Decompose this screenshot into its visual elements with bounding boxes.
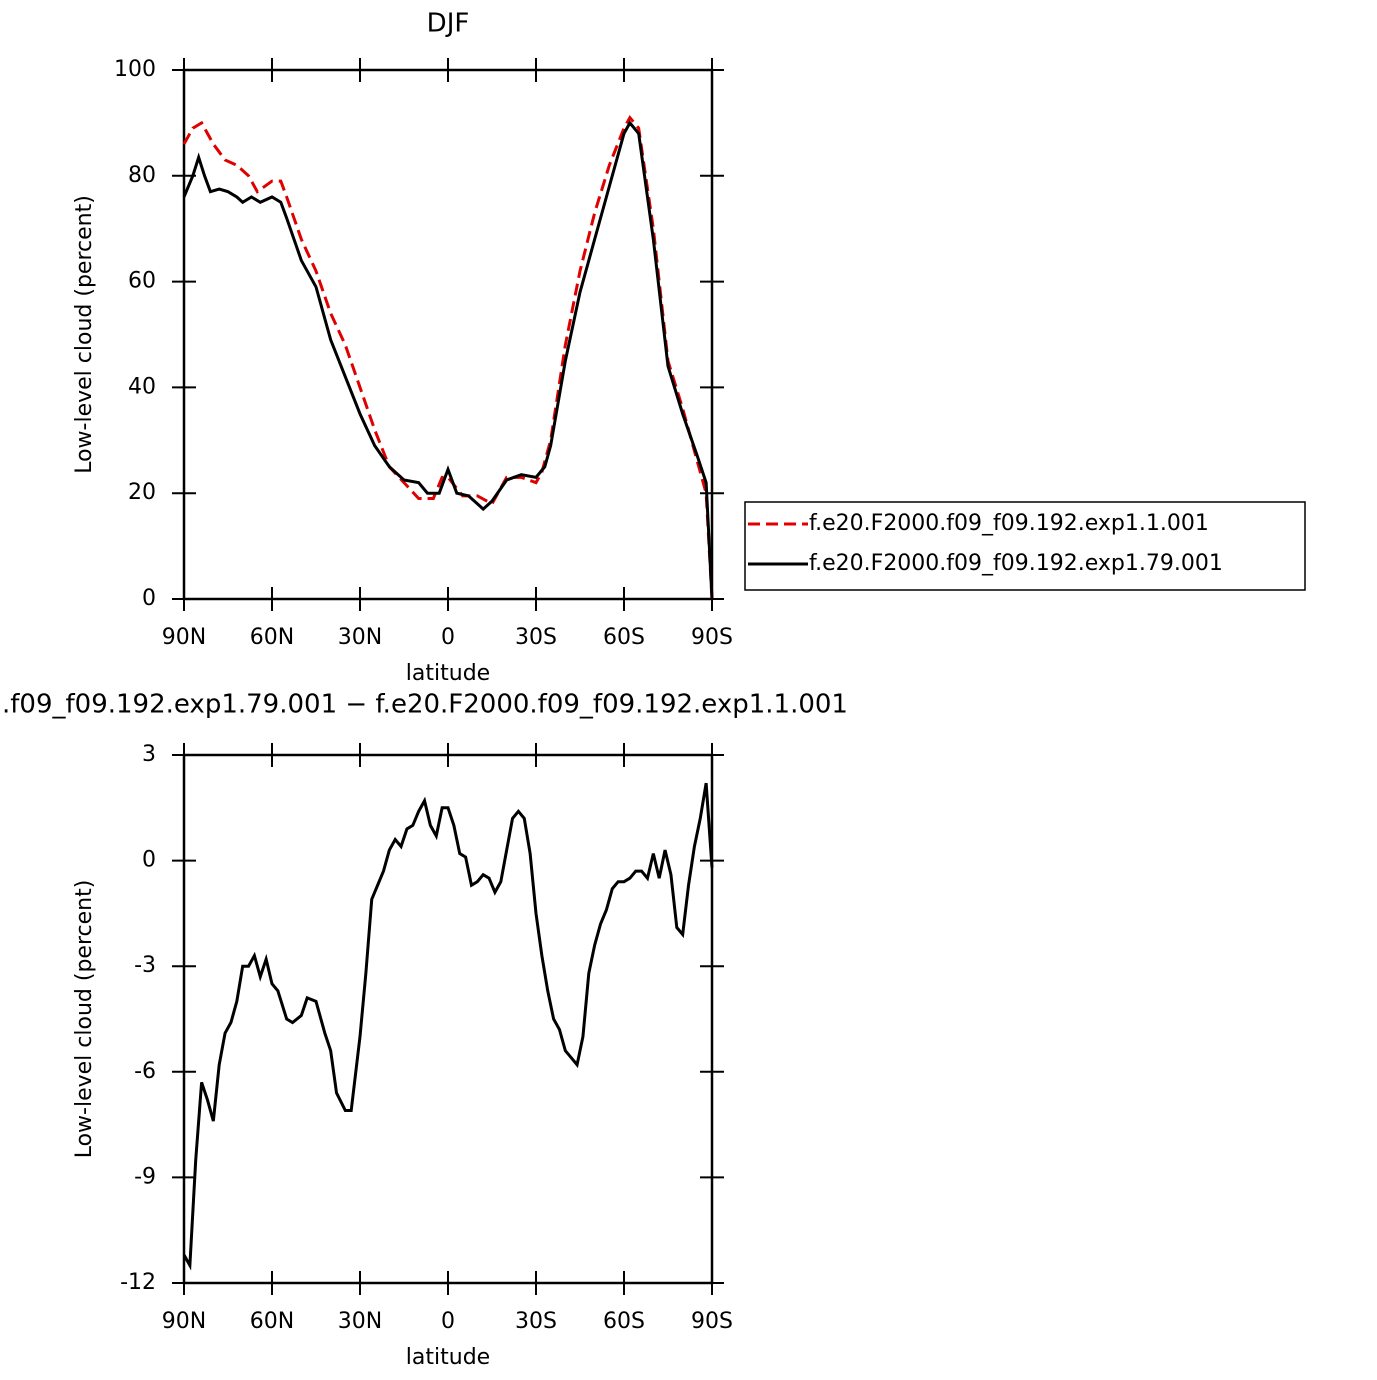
x-tick-label: 60N [250,1309,294,1334]
y-tick-label: -3 [134,953,156,978]
y-tick-label: 100 [114,57,156,82]
plot-frame [182,68,714,601]
data-line [182,120,714,600]
y-tick-label: -12 [120,1270,156,1295]
y-tick-label: -6 [134,1059,156,1084]
data-line [182,782,714,1271]
x-tick-label: 30N [338,1309,382,1334]
y-tick-label: 80 [128,163,156,188]
y-tick-label: -9 [134,1164,156,1189]
chart-title: .f09_f09.192.exp1.79.001 − f.e20.F2000.f… [2,690,848,720]
x-tick-label: 60S [603,1309,645,1334]
x-tick-label: 90N [162,625,206,650]
x-tick-label: 60N [250,625,294,650]
y-tick-label: 40 [128,374,156,399]
y-tick-label: 0 [142,848,156,873]
data-line [182,114,714,600]
x-tick-label: 30S [515,1309,557,1334]
x-tick-label: 60S [603,625,645,650]
y-axis-label: Low-level cloud (percent) [72,880,97,1159]
y-tick-label: 60 [128,269,156,294]
x-tick-label: 0 [441,1309,455,1334]
x-tick-label: 90S [691,1309,733,1334]
x-tick-label: 90S [691,625,733,650]
legend-label: f.e20.F2000.f09_f09.192.exp1.1.001 [809,511,1209,536]
x-axis-label: latitude [406,661,490,686]
plot-frame [182,753,714,1285]
x-tick-label: 90N [162,1309,206,1334]
legend-box [744,501,1306,591]
legend-label: f.e20.F2000.f09_f09.192.exp1.79.001 [809,551,1223,576]
x-axis-label: latitude [406,1345,490,1370]
y-tick-label: 3 [142,742,156,767]
x-tick-label: 30S [515,625,557,650]
x-tick-label: 30N [338,625,382,650]
y-tick-label: 20 [128,480,156,505]
x-tick-label: 0 [441,625,455,650]
y-tick-label: 0 [142,586,156,611]
y-axis-label: Low-level cloud (percent) [72,195,97,474]
chart-title: DJF [427,9,470,39]
